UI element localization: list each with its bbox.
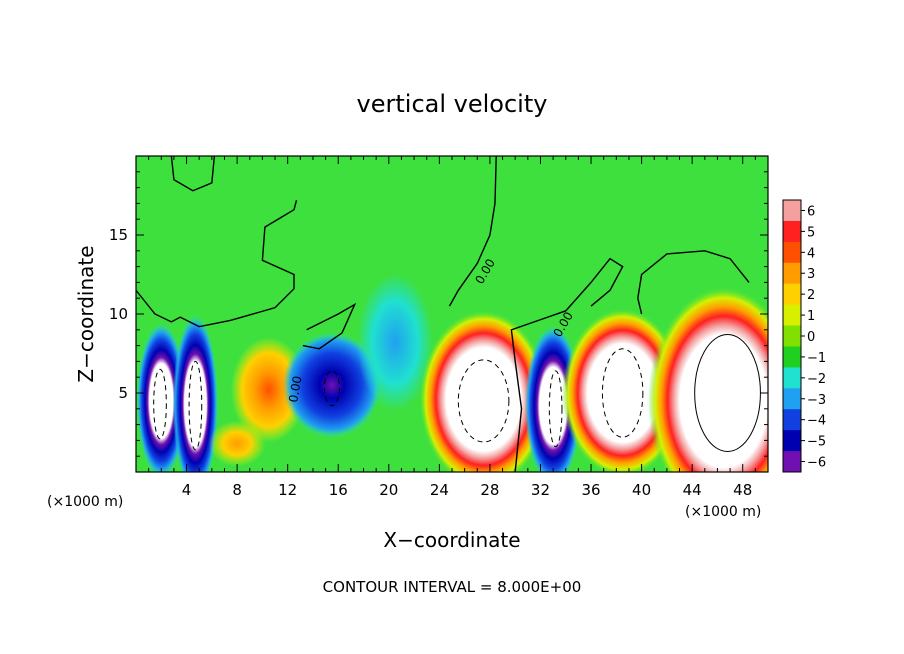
colorbar-swatch <box>783 200 801 222</box>
colorbar-label: −4 <box>807 414 826 429</box>
contour-lines <box>136 156 761 472</box>
velocity-cells <box>136 273 768 472</box>
colorbar-label: 5 <box>807 225 815 240</box>
contour-line <box>457 359 510 443</box>
colorbar-label: 4 <box>807 246 815 261</box>
contour-line <box>153 368 167 440</box>
velocity-cell <box>357 273 434 412</box>
y-tick-label: 15 <box>109 226 128 244</box>
y-axis-label: Z−coordinate <box>74 245 98 382</box>
contour-line <box>448 156 497 307</box>
colorbar-swatch <box>783 409 801 431</box>
x-tick-label: 20 <box>379 481 398 499</box>
contour-line <box>601 348 644 438</box>
colorbar: 6 5 4 3 2 1 0 −1 −2 −3 −4 −5 −6 <box>782 199 826 473</box>
x-tick-label: 48 <box>733 481 752 499</box>
colorbar-label: 0 <box>807 330 815 345</box>
chart-title: vertical velocity <box>357 90 548 118</box>
x-tick-label: 32 <box>531 481 550 499</box>
colorbar-label: 1 <box>807 309 815 324</box>
colorbar-label: 6 <box>807 204 815 219</box>
colorbar-swatch <box>783 388 801 410</box>
y-tick-label: 5 <box>118 384 128 402</box>
contour-line <box>323 370 341 407</box>
velocity-cell <box>282 332 382 438</box>
colorbar-swatch <box>783 220 801 243</box>
velocity-cell <box>136 323 186 472</box>
x-tick-label: 4 <box>182 481 192 499</box>
colorbar-swatch <box>783 241 801 264</box>
colorbar-label: −3 <box>807 393 826 408</box>
colorbar-swatch <box>783 325 801 347</box>
colorbar-swatch <box>783 367 801 389</box>
colorbar-swatch <box>783 451 801 473</box>
y-tick-label: 10 <box>109 305 128 323</box>
colorbar-swatch <box>783 283 801 306</box>
x-axis-label: X−coordinate <box>383 528 520 552</box>
contour-label: 0.00 <box>286 375 304 404</box>
x-unit-label-left: (×1000 m) <box>47 494 123 510</box>
colorbar-swatch <box>783 346 801 368</box>
contour-line <box>637 250 750 315</box>
colorbar-label: −2 <box>807 372 826 387</box>
x-tick-label: 36 <box>581 481 600 499</box>
x-tick-label: 40 <box>632 481 651 499</box>
contour-line <box>302 302 357 350</box>
contour-line <box>510 257 624 472</box>
contour-line <box>170 156 216 192</box>
colorbar-swatch <box>783 304 801 327</box>
x-tick-label: 24 <box>430 481 449 499</box>
contour-line <box>136 200 298 328</box>
x-tick-label: 44 <box>683 481 702 499</box>
colorbar-label: 3 <box>807 267 815 282</box>
colorbar-label: −5 <box>807 435 826 450</box>
x-tick-label: 28 <box>480 481 499 499</box>
x-tick-label: 8 <box>232 481 242 499</box>
x-unit-label-right: (×1000 m) <box>685 504 761 520</box>
velocity-cell <box>419 309 549 472</box>
velocity-cell <box>208 420 266 467</box>
x-tick-label: 16 <box>329 481 348 499</box>
velocity-cell <box>647 286 768 472</box>
colorbar-label: 2 <box>807 288 815 303</box>
colorbar-label: −1 <box>807 351 826 366</box>
contour-interval-note: CONTOUR INTERVAL = 8.000E+00 <box>323 578 582 596</box>
contour-line <box>188 360 203 451</box>
x-tick-label: 12 <box>278 481 297 499</box>
velocity-cell <box>172 314 219 472</box>
colorbar-label: −6 <box>807 456 826 471</box>
contour-line <box>548 370 563 448</box>
colorbar-swatch <box>783 262 801 285</box>
colorbar-swatch <box>783 430 801 452</box>
